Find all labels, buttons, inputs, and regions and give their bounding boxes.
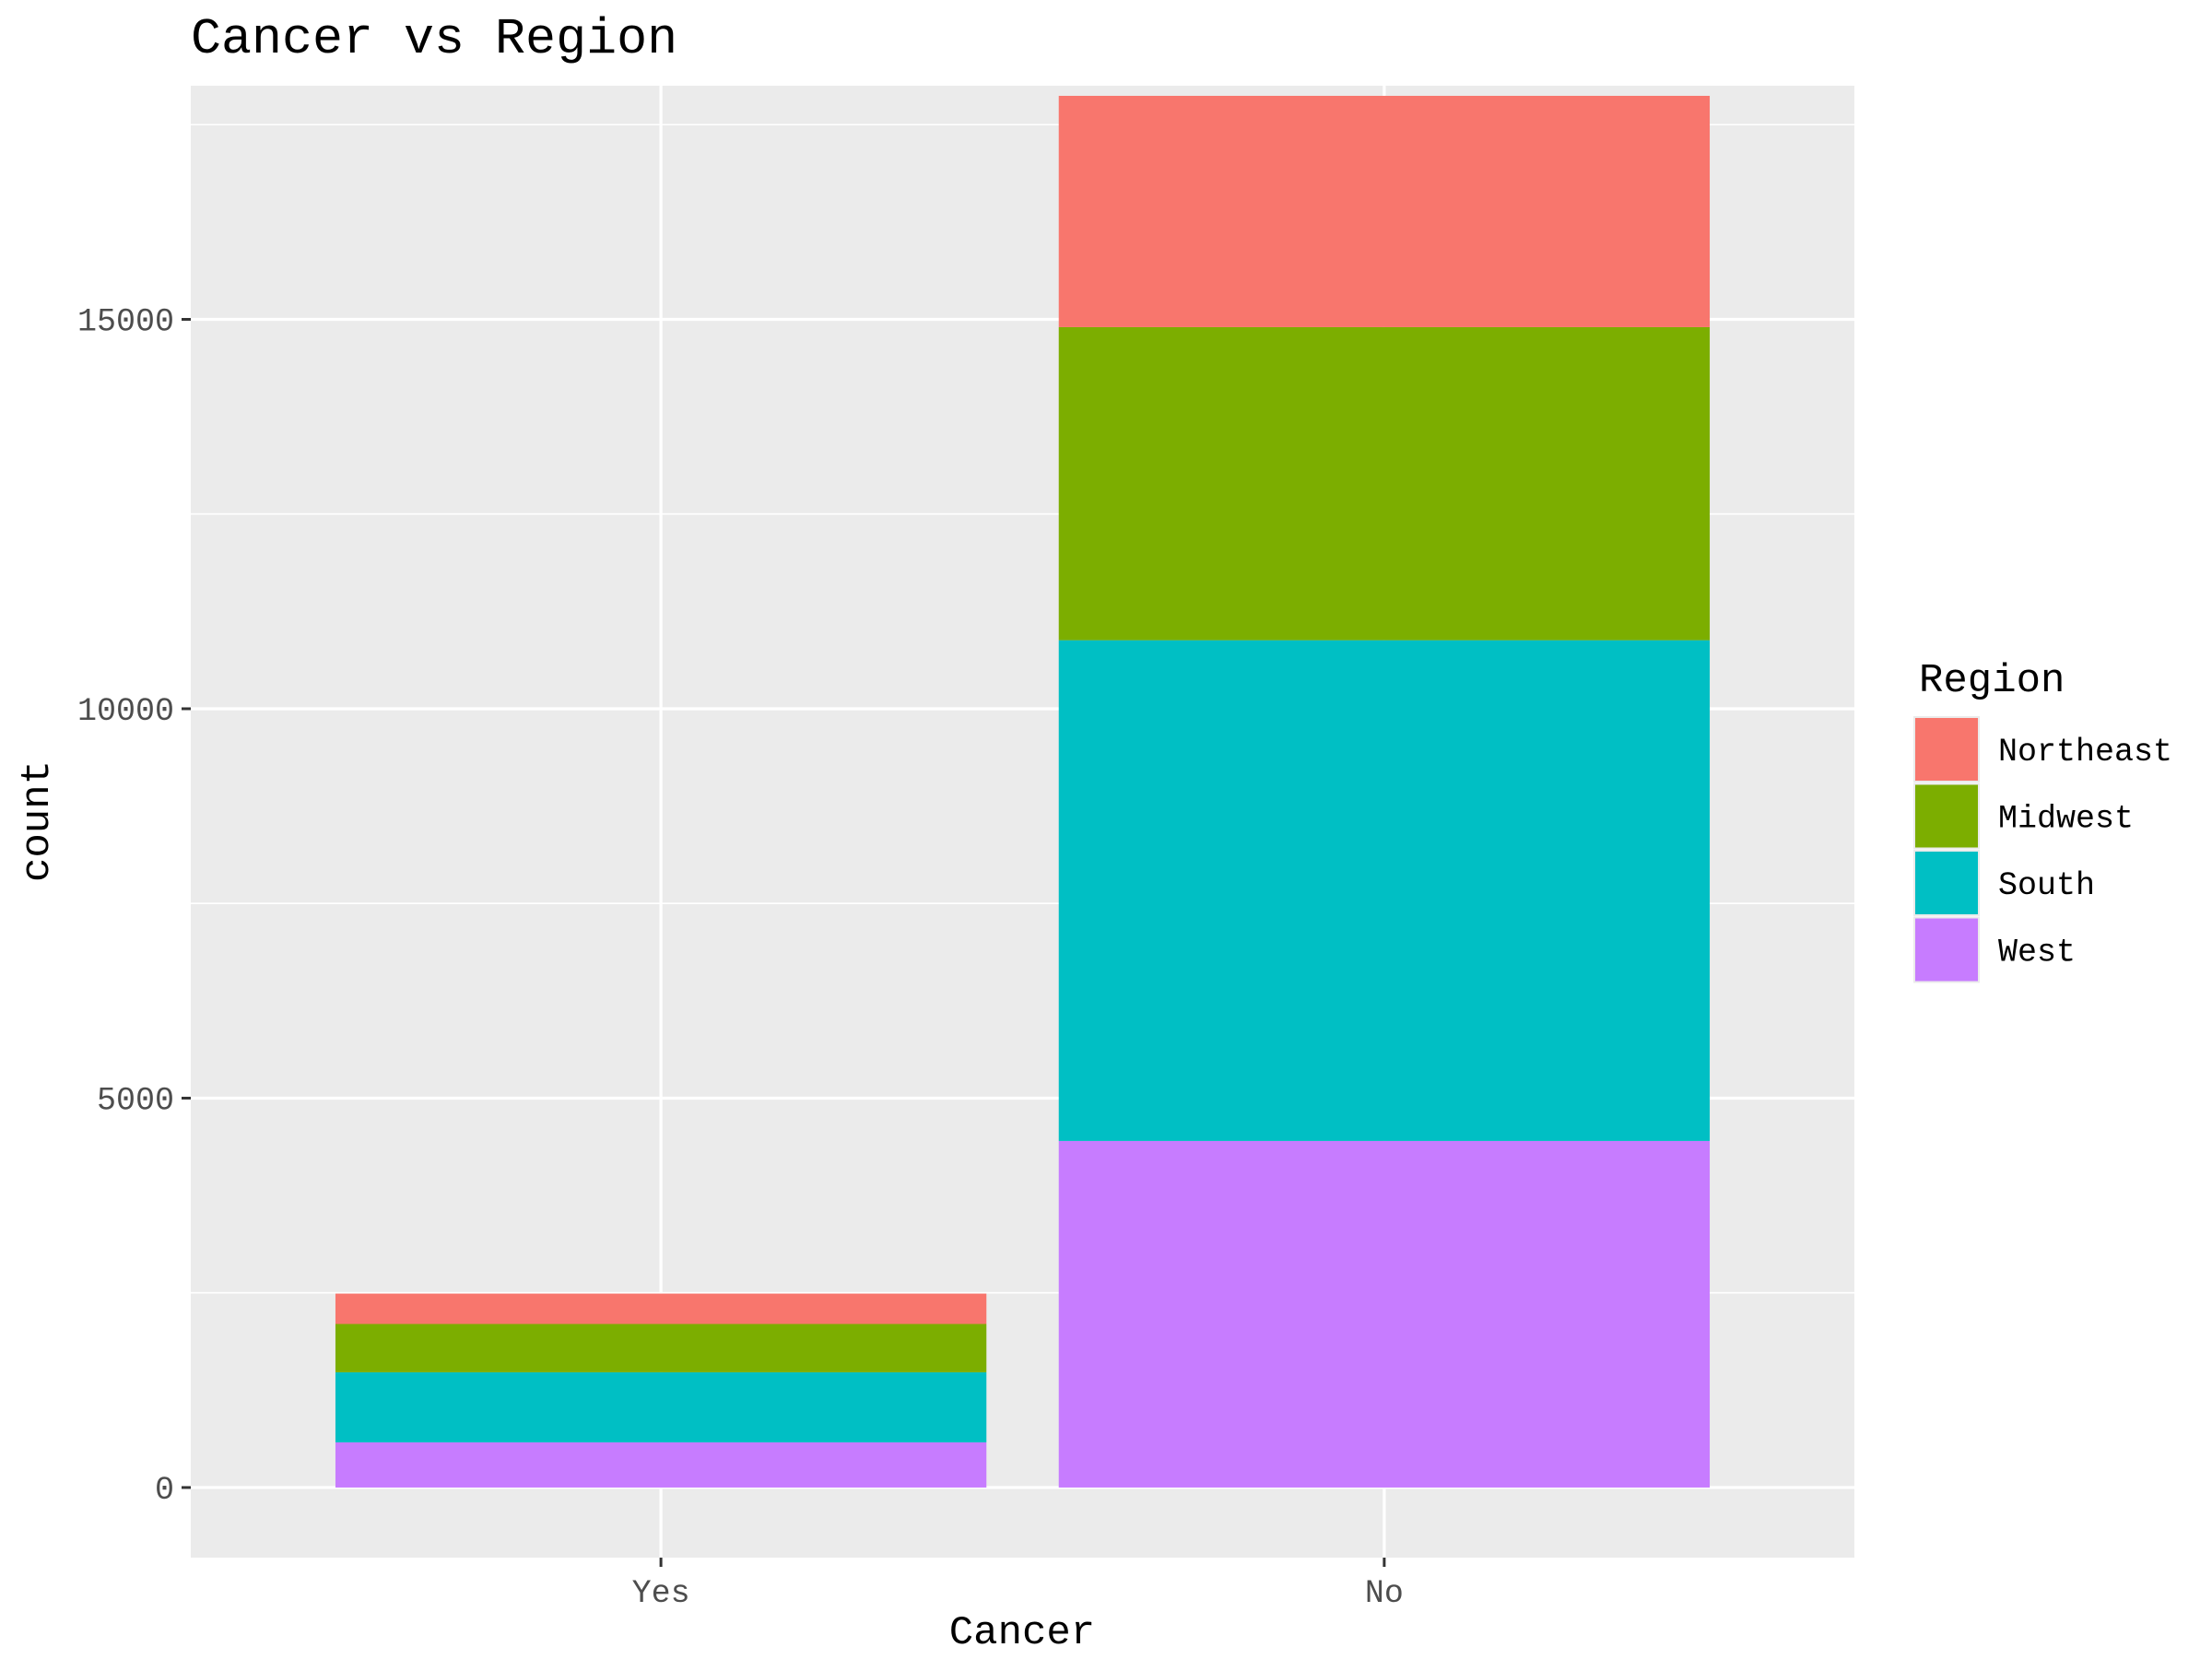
- legend-swatch-west: [1915, 918, 1978, 982]
- legend-label-west: West: [1998, 935, 2076, 971]
- chart-title: Cancer vs Region: [191, 10, 677, 68]
- bar-yes-northeast: [335, 1293, 987, 1324]
- legend-swatch-midwest: [1915, 784, 1978, 848]
- y-axis-title: count: [15, 760, 61, 882]
- legend-label-northeast: Northeast: [1998, 734, 2172, 771]
- y-tick-label: 10000: [77, 693, 174, 730]
- legend-label-south: South: [1998, 867, 2095, 904]
- legend-items: Northeast Midwest South West: [1913, 716, 2172, 983]
- x-axis-title: Cancer: [949, 1610, 1095, 1656]
- bar-no-midwest: [1058, 326, 1711, 641]
- bar-yes-west: [335, 1441, 987, 1488]
- legend-title: Region: [1919, 658, 2065, 704]
- bar-yes-south: [335, 1371, 987, 1442]
- y-axis: 0 5000 10000 15000: [77, 303, 191, 1509]
- bar-no-northeast: [1058, 95, 1711, 327]
- y-tick-label: 0: [155, 1472, 174, 1509]
- x-tick-label: No: [1365, 1575, 1404, 1612]
- y-tick-label: 15000: [77, 303, 174, 340]
- legend-label-midwest: Midwest: [1998, 801, 2134, 838]
- legend-swatch-northeast: [1915, 718, 1978, 781]
- bar-yes-midwest: [335, 1324, 987, 1372]
- y-tick-label: 5000: [97, 1082, 174, 1119]
- x-axis: Yes No: [632, 1558, 1404, 1612]
- legend-swatch-south: [1915, 852, 1978, 914]
- x-tick-label: Yes: [632, 1575, 690, 1612]
- legend: Region Northeast Midwest South West: [1913, 658, 2172, 983]
- bar-no-south: [1058, 640, 1711, 1141]
- bars: [335, 95, 1711, 1488]
- bar-no-west: [1058, 1140, 1711, 1488]
